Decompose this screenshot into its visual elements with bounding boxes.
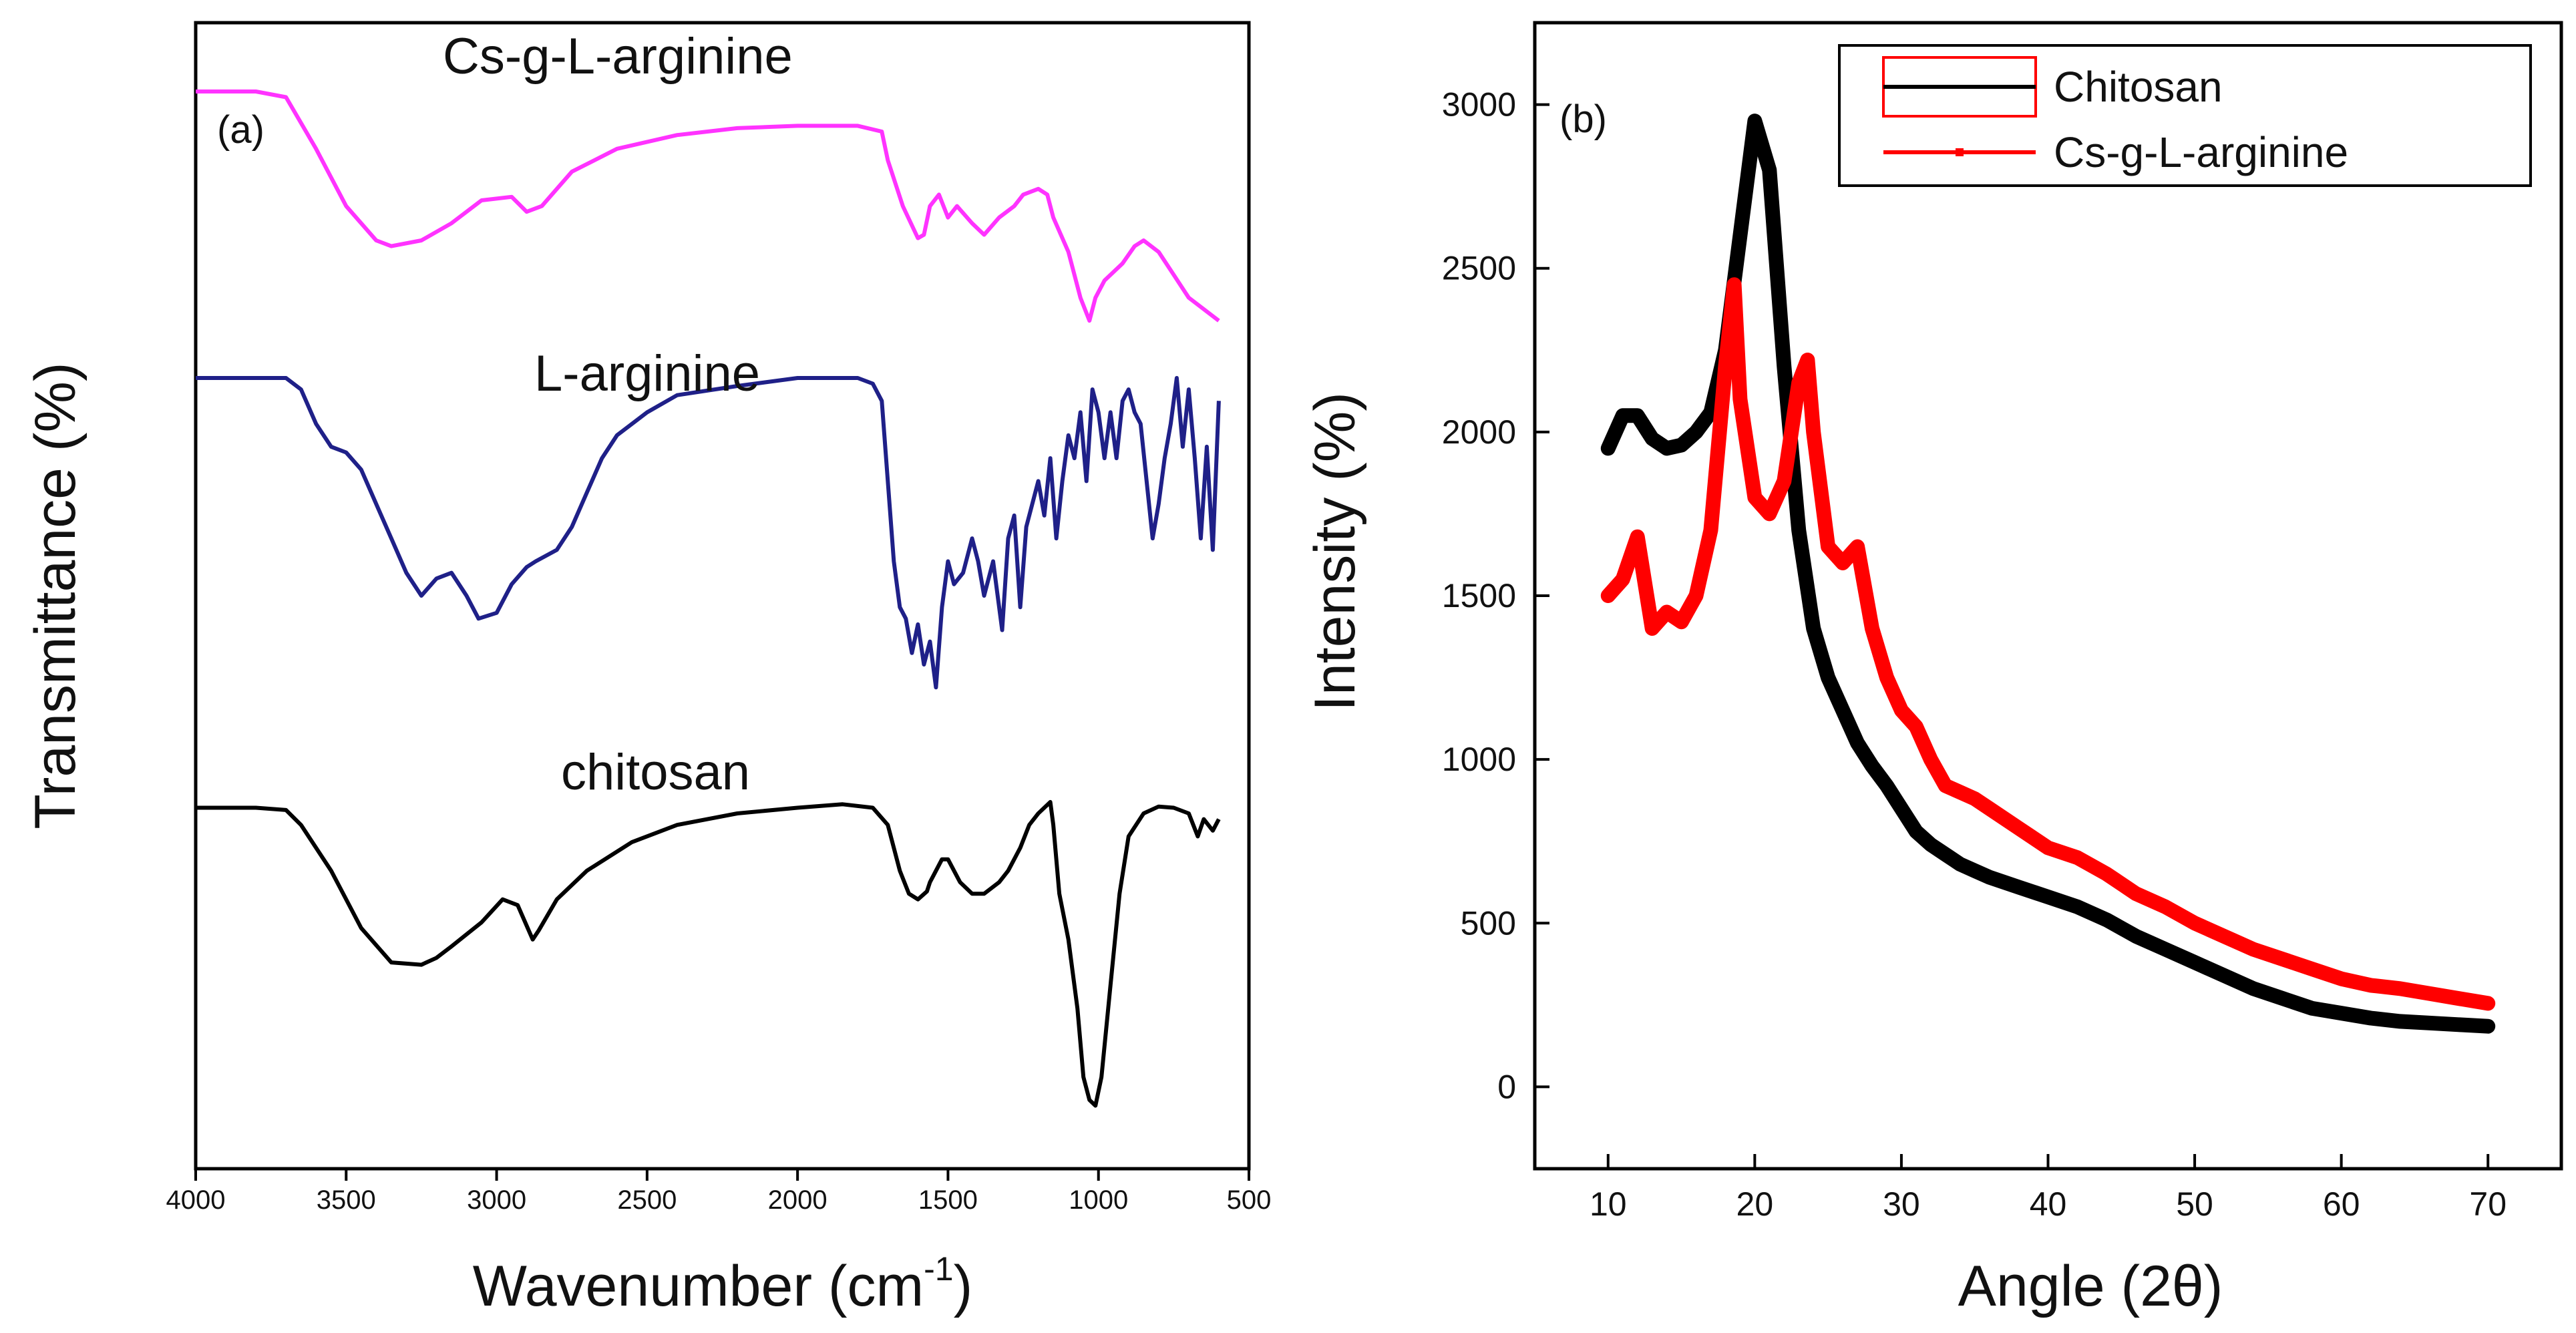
panel-a-x-tick-label-4000: 4000 xyxy=(166,1185,226,1215)
panel-a-y-axis-title: Transmittance (%) xyxy=(23,362,87,829)
panel-b-x-tick-label-60: 60 xyxy=(2323,1185,2360,1223)
panel-b-x-tick-label-40: 40 xyxy=(2030,1185,2067,1223)
legend-entry-cs-g-l-arginine: Cs-g-L-arginine xyxy=(2054,128,2348,176)
panel-a-x-ticks: 4000 3500 3000 2500 2000 1500 1000 500 xyxy=(166,1169,1272,1215)
panel-b-label: (b) xyxy=(1559,98,1607,141)
panel-a-x-tick-label-3000: 3000 xyxy=(467,1185,526,1215)
panel-a-series-chitosan xyxy=(196,799,1221,1108)
panel-a-series-l-arginine xyxy=(196,376,1221,690)
panel-b-y-tick-label-1000: 1000 xyxy=(1442,741,1516,778)
panel-a-x-tick-label-3500: 3500 xyxy=(317,1185,376,1215)
panel-a-x-axis-title: Wavenumber (cm-1) xyxy=(473,1250,973,1318)
panel-b-y-tick-label-0: 0 xyxy=(1497,1068,1516,1105)
panel-a-plot-frame xyxy=(194,21,1251,1171)
panel-b-x-tick-label-20: 20 xyxy=(1736,1185,1774,1223)
trace-label-l-arginine: L-arginine xyxy=(534,345,760,402)
panel-b-y-tick-label-500: 500 xyxy=(1461,904,1516,942)
panel-a-x-tick-label-1500: 1500 xyxy=(918,1185,978,1215)
panel-a-x-tick-label-2500: 2500 xyxy=(617,1185,677,1215)
panel-b-y-tick-label-2500: 2500 xyxy=(1442,250,1516,287)
panel-b-series-chitosan xyxy=(1600,114,2496,1034)
panel-b-x-tick-label-10: 10 xyxy=(1590,1185,1627,1223)
legend-swatch-cs-g-l-arginine-marker xyxy=(1956,148,1964,156)
panel-b-y-tick-label-3000: 3000 xyxy=(1442,86,1516,124)
panel-b-x-axis-title: Angle (2θ) xyxy=(1958,1254,2223,1318)
panel-b-x-tick-label-30: 30 xyxy=(1883,1185,1920,1223)
panel-a-series-cs-g-l-arginine xyxy=(196,89,1220,323)
legend: Chitosan Cs-g-L-arginine xyxy=(1838,44,2532,187)
panel-b-x-ticks: 10 20 30 40 50 60 70 xyxy=(1590,1154,2507,1223)
panel-a-x-tick-label-1000: 1000 xyxy=(1069,1185,1128,1215)
trace-label-cs-g-l-arginine: Cs-g-L-arginine xyxy=(443,28,793,85)
panel-b-y-tick-label-2000: 2000 xyxy=(1442,413,1516,451)
panel-a: 4000 3500 3000 2500 2000 1500 1000 500 (a) Cs-g… xyxy=(23,21,1272,1318)
x-axis-title-close: ) xyxy=(954,1254,973,1318)
panel-b-y-ticks: 0 500 1000 1500 2000 2500 3000 xyxy=(1442,86,1549,1105)
panel-b-y-tick-label-1500: 1500 xyxy=(1442,577,1516,614)
panel-b-x-tick-label-70: 70 xyxy=(2469,1185,2507,1223)
panel-b-traces xyxy=(1600,114,2496,1034)
panel-b-series-cs-g-l-arginine xyxy=(1600,277,2496,1011)
panel-a-x-tick-label-2000: 2000 xyxy=(768,1185,827,1215)
panel-b-y-axis-title: Intensity (%) xyxy=(1303,392,1367,711)
panel-a-label: (a) xyxy=(217,108,264,152)
x-axis-title-main: Wavenumber (cm xyxy=(473,1254,924,1318)
trace-label-chitosan: chitosan xyxy=(561,744,750,801)
panel-a-traces xyxy=(196,89,1221,1108)
legend-entry-chitosan: Chitosan xyxy=(2054,63,2223,111)
panel-a-x-tick-label-500: 500 xyxy=(1227,1185,1272,1215)
panel-b-x-tick-label-50: 50 xyxy=(2176,1185,2213,1223)
x-axis-title-superscript: -1 xyxy=(924,1250,953,1288)
